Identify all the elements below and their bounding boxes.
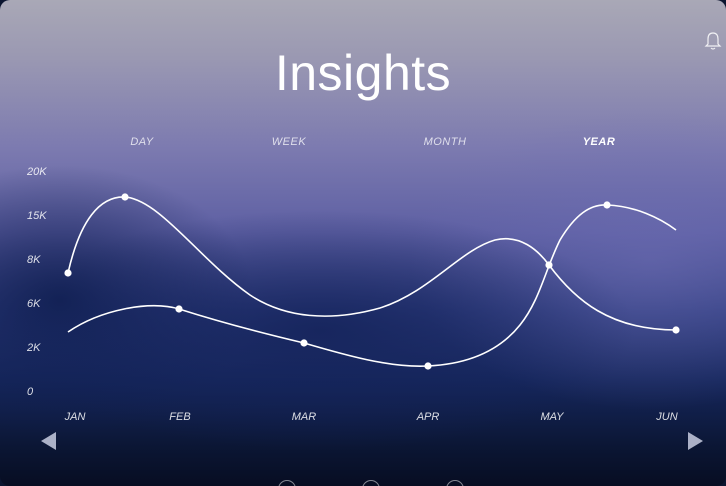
tab-month[interactable]: MONTH xyxy=(423,136,467,148)
data-point[interactable] xyxy=(424,362,432,370)
tab-week[interactable]: WEEK xyxy=(271,136,307,148)
tab-year[interactable]: YEAR xyxy=(582,136,616,148)
data-point[interactable] xyxy=(545,261,553,269)
y-axis: 20K 15K 8K 6K 2K 0 xyxy=(26,166,47,398)
data-point[interactable] xyxy=(175,305,183,313)
x-tick-label: JAN xyxy=(64,411,86,423)
y-tick-label: 15K xyxy=(27,210,47,222)
next-arrow-icon[interactable] xyxy=(688,432,703,450)
previous-arrow-icon[interactable] xyxy=(41,432,56,450)
page-dot[interactable] xyxy=(446,480,464,486)
series-points xyxy=(64,193,680,370)
data-point[interactable] xyxy=(603,201,611,209)
x-tick-label: JUN xyxy=(655,411,677,423)
x-tick-label: APR xyxy=(416,411,440,423)
y-tick-label: 6K xyxy=(27,298,41,310)
bell-icon[interactable] xyxy=(702,30,724,52)
series-line xyxy=(67,196,677,331)
data-point[interactable] xyxy=(64,269,72,277)
y-tick-label: 20K xyxy=(26,166,47,178)
period-tabs: DAY WEEK MONTH YEAR xyxy=(0,136,726,152)
tab-day[interactable]: DAY xyxy=(130,136,154,148)
data-point[interactable] xyxy=(300,339,308,347)
y-tick-label: 2K xyxy=(26,342,41,354)
y-tick-label: 8K xyxy=(27,254,41,266)
x-axis: JAN FEB MAR APR MAY JUN xyxy=(64,411,678,423)
y-tick-label: 0 xyxy=(27,386,34,398)
data-point[interactable] xyxy=(672,326,680,334)
page-dot[interactable] xyxy=(362,480,380,486)
data-point[interactable] xyxy=(121,193,129,201)
series-line xyxy=(67,204,677,367)
page-indicator xyxy=(270,480,470,486)
page-dot[interactable] xyxy=(278,480,296,486)
page-title: Insights xyxy=(274,45,452,101)
x-tick-label: FEB xyxy=(169,411,190,423)
x-tick-label: MAR xyxy=(292,411,317,423)
x-tick-label: MAY xyxy=(540,411,564,423)
